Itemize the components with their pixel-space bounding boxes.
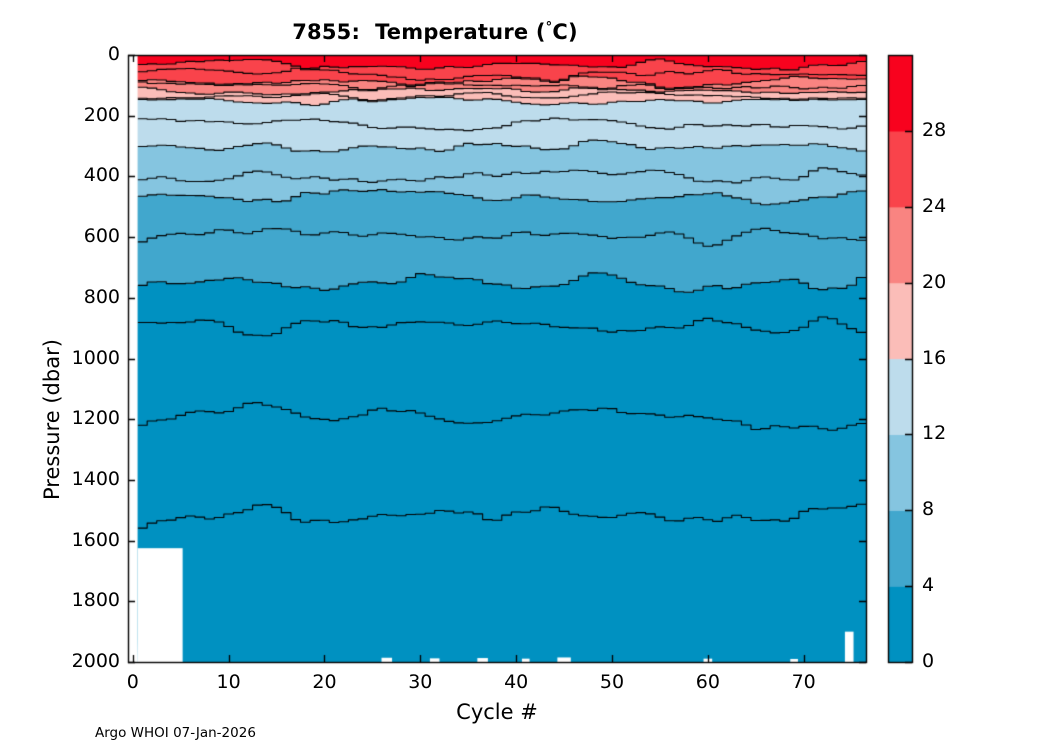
y-tick-800: 800	[83, 285, 120, 308]
x-tick-0: 0	[126, 671, 139, 693]
title-prefix: 7855: Temperature (	[292, 20, 546, 44]
x-tick-20: 20	[312, 671, 337, 693]
colorbar-tick-28: 28	[922, 118, 947, 141]
y-tick-1000: 1000	[71, 346, 120, 369]
y-tick-400: 400	[83, 164, 120, 187]
colorbar-tick-4: 4	[922, 574, 935, 597]
colorbar-tick-16: 16	[922, 346, 947, 369]
degree-symbol: °	[545, 20, 553, 35]
title-suffix: C)	[552, 20, 578, 44]
colorbar-tick-12: 12	[922, 422, 947, 445]
y-tick-1400: 1400	[71, 467, 120, 490]
x-tick-70: 70	[791, 671, 816, 693]
y-tick-200: 200	[83, 103, 120, 126]
colorbar-tick-20: 20	[922, 270, 947, 293]
colorbar-tick-24: 24	[922, 194, 947, 217]
x-tick-50: 50	[599, 671, 625, 693]
y-tick-1600: 1600	[71, 528, 120, 551]
page-title: 7855: Temperature (°C)	[0, 20, 870, 44]
x-tick-30: 30	[408, 671, 433, 693]
x-tick-60: 60	[695, 671, 720, 693]
colorbar-tick-0: 0	[922, 650, 935, 672]
y-tick-1800: 1800	[71, 589, 120, 612]
x-tick-40: 40	[504, 671, 529, 693]
y-tick-0: 0	[107, 43, 120, 65]
y-tick-600: 600	[83, 225, 120, 248]
y-tick-2000: 2000	[71, 650, 120, 672]
x-tick-10: 10	[216, 671, 241, 693]
y-tick-1200: 1200	[71, 407, 120, 430]
x-axis-label: Cycle #	[456, 700, 538, 724]
figure-footer: Argo WHOI 07-Jan-2026	[95, 725, 256, 741]
colorbar-tick-8: 8	[922, 498, 935, 521]
